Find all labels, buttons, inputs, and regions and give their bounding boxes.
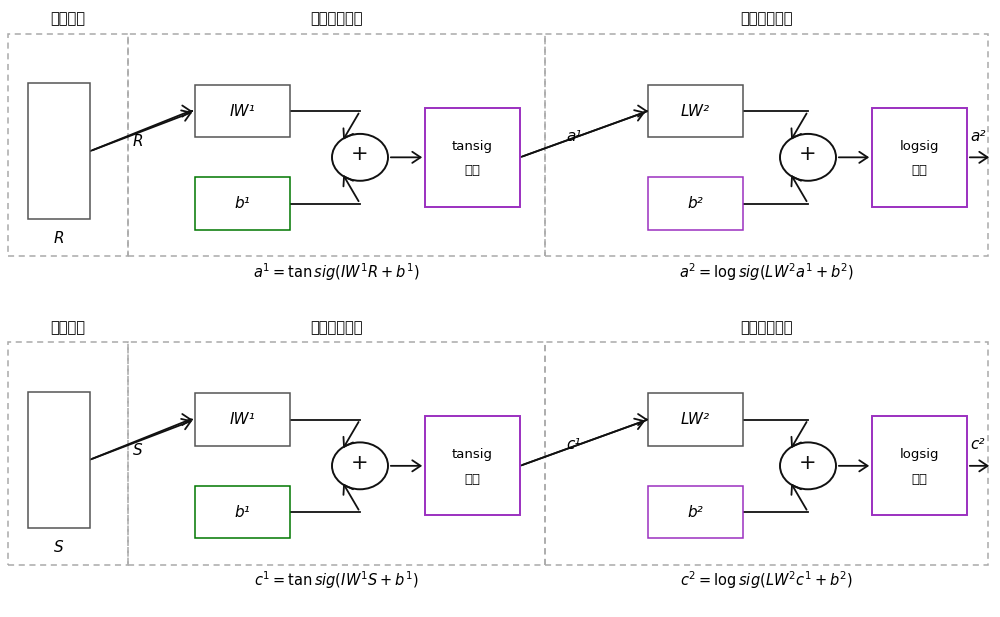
Bar [648,178,743,230]
Bar [195,394,290,445]
Text: logsig: logsig [900,139,939,153]
Text: IW¹: IW¹ [230,412,255,427]
Text: S: S [133,443,143,458]
Bar [648,486,743,538]
Text: tansig: tansig [452,448,493,462]
Bar [28,83,90,219]
Text: tansig: tansig [452,139,493,153]
Text: a¹: a¹ [566,129,582,144]
Text: 输出层神经元: 输出层神经元 [740,320,793,335]
Bar [648,85,743,138]
Text: b²: b² [688,505,703,520]
Text: $c^2 = \mathrm{log}\,sig(LW^2c^1+b^2)$: $c^2 = \mathrm{log}\,sig(LW^2c^1+b^2)$ [680,569,853,591]
Text: +: + [799,453,817,473]
Text: 隐含层神经元: 隐含层神经元 [310,12,363,27]
Text: +: + [799,144,817,164]
Text: +: + [351,453,369,473]
Bar [195,85,290,138]
Bar [195,486,290,538]
Bar [28,392,90,528]
Text: b¹: b¹ [235,196,250,211]
Text: S: S [54,540,64,555]
Text: +: + [351,144,369,164]
Text: R: R [54,231,64,246]
Text: 函数: 函数 [912,164,928,178]
Bar [425,416,520,515]
Text: LW²: LW² [681,412,710,427]
Text: 输出层神经元: 输出层神经元 [740,12,793,27]
Text: 输入矢量: 输入矢量 [50,320,86,335]
Bar [872,416,967,515]
Text: 函数: 函数 [912,473,928,486]
Bar [425,108,520,207]
Bar [872,108,967,207]
Text: b²: b² [688,196,703,211]
Text: $a^1 = \mathrm{tan}\,sig(IW^1R+b^1)$: $a^1 = \mathrm{tan}\,sig(IW^1R+b^1)$ [253,261,420,283]
Text: R: R [133,135,144,149]
Bar [648,394,743,445]
Text: 隐含层神经元: 隐含层神经元 [310,320,363,335]
Text: b¹: b¹ [235,505,250,520]
Text: $a^2 = \mathrm{log}\,sig(LW^2a^1+b^2)$: $a^2 = \mathrm{log}\,sig(LW^2a^1+b^2)$ [679,261,854,283]
Text: logsig: logsig [900,448,939,462]
Text: 函数: 函数 [464,473,480,486]
Text: IW¹: IW¹ [230,104,255,118]
Text: c²: c² [970,437,984,452]
Text: $c^1 = \mathrm{tan}\,sig(IW^1S+b^1)$: $c^1 = \mathrm{tan}\,sig(IW^1S+b^1)$ [254,569,419,591]
Text: c¹: c¹ [567,437,581,452]
Bar [195,178,290,230]
Text: 函数: 函数 [464,164,480,178]
Text: 输入矢量: 输入矢量 [50,12,86,27]
Text: LW²: LW² [681,104,710,118]
Text: a²: a² [970,129,986,144]
